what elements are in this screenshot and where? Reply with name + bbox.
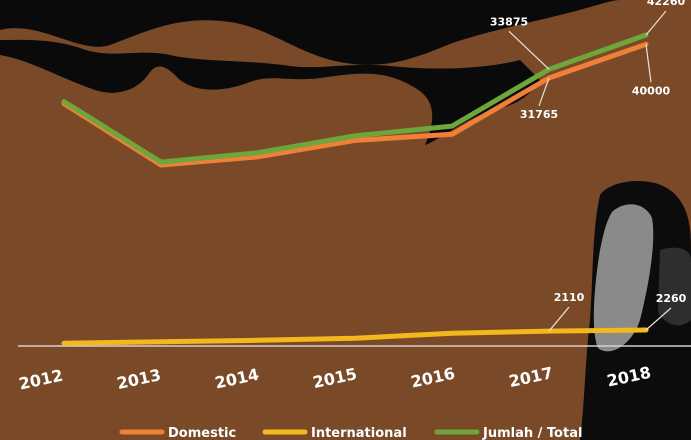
x-tick-label: 2015 [311, 364, 359, 392]
x-tick-layer: 2012 2013 2014 2015 2016 2017 2018 [17, 363, 653, 394]
backpack-highlight-shape [593, 204, 654, 352]
data-label-leader [645, 10, 667, 36]
legend-label: Domestic [168, 426, 236, 440]
data-label: 31765 [520, 108, 558, 121]
shoe-silhouette-shape [0, 39, 540, 146]
data-label-leader [645, 44, 652, 83]
x-tick-label: 2016 [409, 364, 457, 392]
data-label: 2260 [656, 292, 687, 305]
data-label-leader [548, 306, 570, 332]
legend-label: Jumlah / Total [482, 426, 582, 440]
legend: Domestic International Jumlah / Total [119, 426, 582, 440]
x-tick-label: 2014 [213, 365, 261, 393]
x-tick-label: 2013 [115, 365, 163, 393]
x-tick-label: 2012 [17, 366, 65, 394]
data-label: 42260 [647, 0, 686, 8]
data-label: 2110 [554, 291, 585, 304]
runner-silhouette-shape [0, 0, 620, 65]
data-label: 33875 [490, 15, 528, 28]
data-label-leader [508, 30, 550, 70]
legend-label: International [311, 426, 407, 440]
x-tick-label: 2017 [507, 363, 555, 391]
series-line-international [61, 327, 649, 346]
data-label-leader [538, 77, 550, 107]
data-label-leader [645, 307, 672, 331]
data-label: 40000 [632, 84, 671, 97]
backpack-strap-shape [658, 247, 691, 326]
data-label-layer: 33875 31765 42260 40000 2110 2260 [490, 0, 687, 332]
